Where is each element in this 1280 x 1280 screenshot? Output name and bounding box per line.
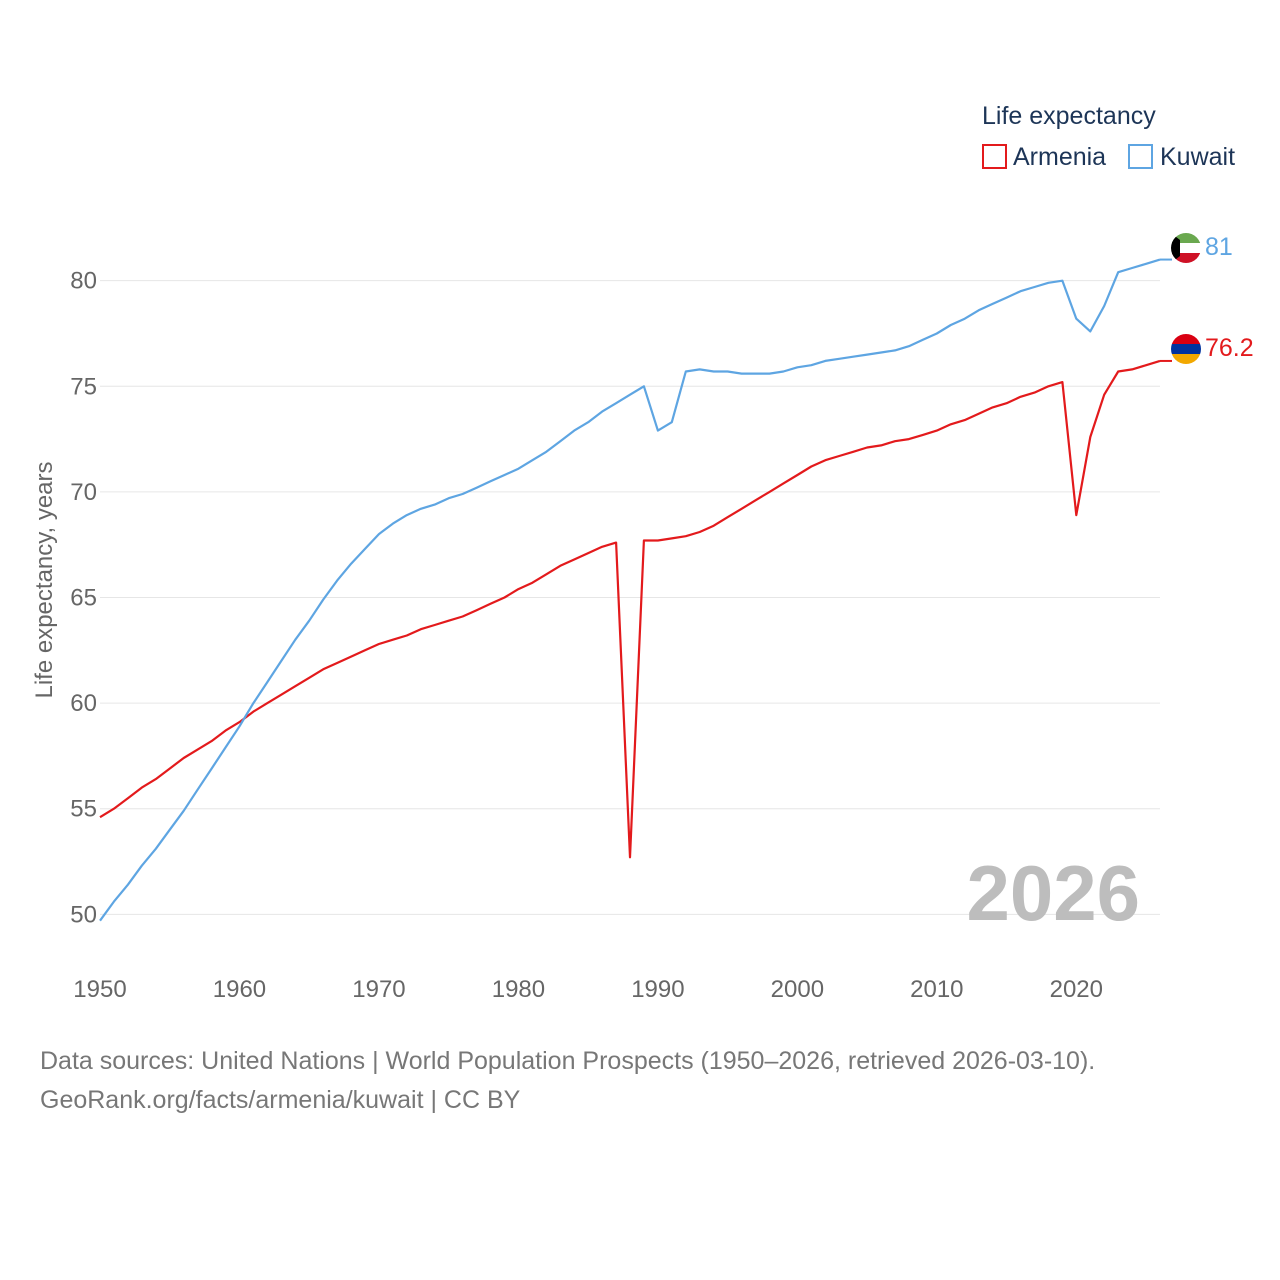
x-tick-label: 1980 <box>492 976 545 1003</box>
legend-item-kuwait[interactable]: Kuwait <box>1128 143 1235 171</box>
x-tick-label: 1960 <box>213 976 266 1003</box>
armenia-flag-icon <box>1171 334 1201 364</box>
y-tick-label: 65 <box>70 585 97 612</box>
legend-label-kuwait: Kuwait <box>1160 143 1235 171</box>
armenia-end-value: 76.2 <box>1205 334 1254 362</box>
series-lines <box>99 258 1172 922</box>
x-tick-label: 1950 <box>73 976 126 1003</box>
y-axis-label: Life expectancy, years <box>31 461 58 698</box>
source-line-1: Data sources: United Nations | World Pop… <box>40 1047 1096 1075</box>
legend-title: Life expectancy <box>982 102 1156 130</box>
x-tick-label: 2000 <box>771 976 824 1003</box>
data-source-note: Data sources: United Nations | World Pop… <box>40 1042 1240 1120</box>
y-tick-label: 80 <box>70 268 97 295</box>
legend-swatch-kuwait <box>1128 144 1153 169</box>
grid-lines <box>100 280 1160 915</box>
legend-item-armenia[interactable]: Armenia <box>982 143 1106 171</box>
kuwait-flag-icon <box>1171 233 1201 263</box>
y-tick-label: 60 <box>70 690 97 717</box>
y-tick-label: 75 <box>70 373 97 400</box>
current-year-label: 2026 <box>966 849 1140 937</box>
x-tick-label: 2010 <box>910 976 963 1003</box>
y-tick-label: 70 <box>70 479 97 506</box>
x-tick-label: 1970 <box>352 976 405 1003</box>
y-tick-label: 50 <box>70 901 97 928</box>
x-tick-label: 1990 <box>631 976 684 1003</box>
y-axis-ticks: 50 55 60 65 70 75 80 <box>70 268 97 929</box>
legend-label-armenia: Armenia <box>1013 143 1106 171</box>
life-expectancy-chart: 50 55 60 65 70 75 80 1950 1960 1970 1980 1990 2000 2… <box>31 102 1254 1003</box>
source-link[interactable]: GeoRank.org/facts/armenia/kuwait | CC BY <box>40 1086 521 1114</box>
series-line-kuwait <box>99 258 1161 922</box>
legend-swatch-armenia <box>982 144 1007 169</box>
series-line-armenia <box>99 359 1161 859</box>
x-axis-ticks: 1950 1960 1970 1980 1990 2000 2010 2020 <box>73 976 1103 1003</box>
x-tick-label: 2020 <box>1050 976 1103 1003</box>
y-tick-label: 55 <box>70 796 97 823</box>
kuwait-end-value: 81 <box>1205 233 1233 261</box>
